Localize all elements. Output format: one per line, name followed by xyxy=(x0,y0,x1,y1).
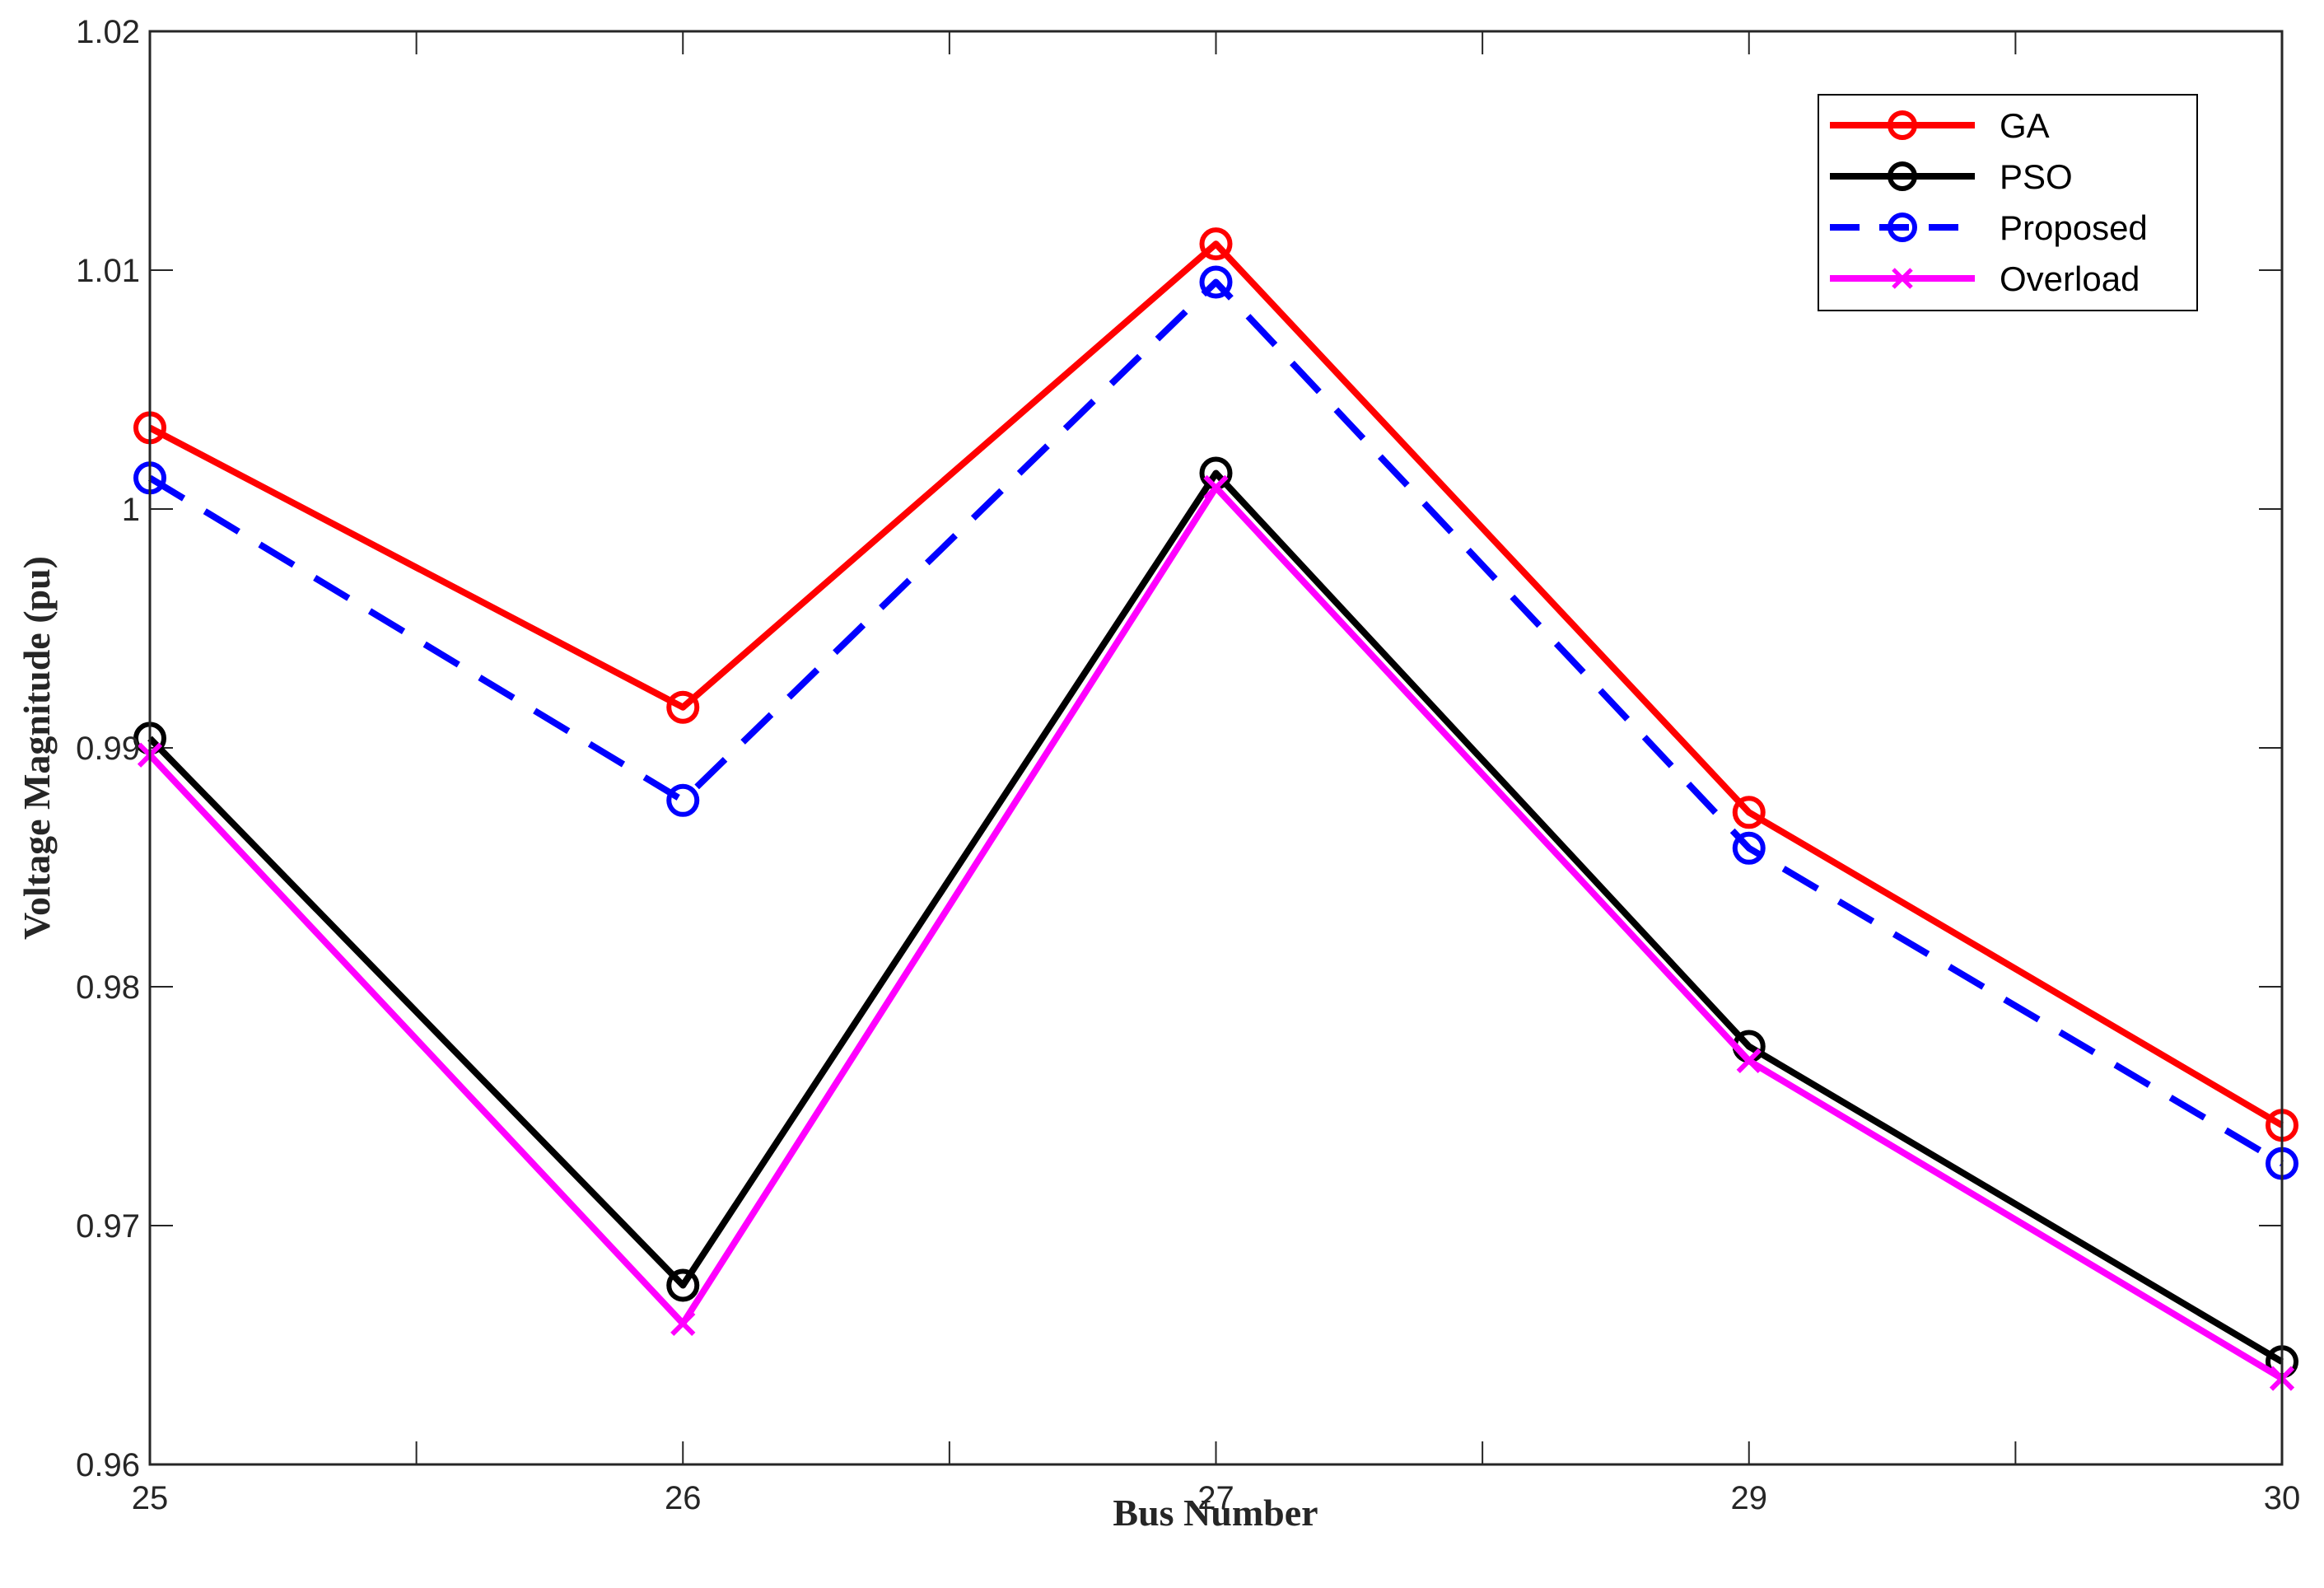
x-axis-tick-labels: 25 26 27 29 30 xyxy=(132,1480,2301,1516)
y-axis-title: Voltage Magnitude (pu) xyxy=(16,556,58,940)
series-line-pso xyxy=(147,469,2284,1365)
plot-area-frame xyxy=(148,30,2284,1466)
y-tick-label: 0.96 xyxy=(76,1447,140,1483)
data-point-overload-x-marker xyxy=(1203,474,1229,501)
legend-label-proposed: Proposed xyxy=(2000,208,2148,247)
data-point-proposed-circle-marker xyxy=(1199,265,1233,299)
legend-marker-ga xyxy=(1888,110,1917,140)
x-axis-title: Bus Number xyxy=(1113,1492,1318,1534)
data-point-ga-circle-marker xyxy=(666,690,700,724)
legend-marker-overload xyxy=(1892,268,1913,289)
y-tick-label: 0.98 xyxy=(76,969,140,1006)
data-point-ga-circle-marker xyxy=(1199,227,1233,261)
data-point-ga-circle-marker xyxy=(1732,796,1766,829)
legend-marker-proposed xyxy=(1888,213,1917,242)
series-line-proposed xyxy=(147,278,2284,1167)
y-tick-label: 0.99 xyxy=(76,731,140,767)
x-tick-label: 25 xyxy=(132,1480,169,1516)
y-tick-label: 1 xyxy=(122,492,140,528)
data-point-proposed-circle-marker xyxy=(1732,831,1766,865)
legend-box xyxy=(1818,94,2198,311)
y-tick-label: 1.02 xyxy=(76,14,140,50)
data-point-proposed-circle-marker xyxy=(666,783,700,817)
legend-label-overload: Overload xyxy=(2000,259,2140,298)
series-line-ga xyxy=(148,241,2284,1128)
legend-marker-pso xyxy=(1888,161,1917,191)
legend-label-ga: GA xyxy=(2000,106,2050,145)
x-tick-label: 30 xyxy=(2264,1480,2301,1516)
data-point-overload-x-marker xyxy=(670,1310,696,1337)
y-axis-tick-labels: 0.96 0.97 0.98 0.99 1 1.01 1.02 xyxy=(76,14,140,1483)
series-layer xyxy=(133,227,2298,1391)
legend: GA PSO Proposed Overload xyxy=(1818,94,2198,311)
data-point-overload-x-marker xyxy=(1736,1048,1762,1074)
series-ga xyxy=(133,227,2298,1142)
data-point-pso-circle-marker xyxy=(666,1268,700,1302)
y-tick-label: 1.01 xyxy=(76,253,140,289)
x-tick-label: 26 xyxy=(665,1480,702,1516)
legend-label-pso: PSO xyxy=(2000,157,2073,196)
x-tick-label: 27 xyxy=(1197,1480,1234,1516)
x-tick-label: 29 xyxy=(1731,1480,1768,1516)
y-tick-label: 0.97 xyxy=(76,1208,140,1245)
